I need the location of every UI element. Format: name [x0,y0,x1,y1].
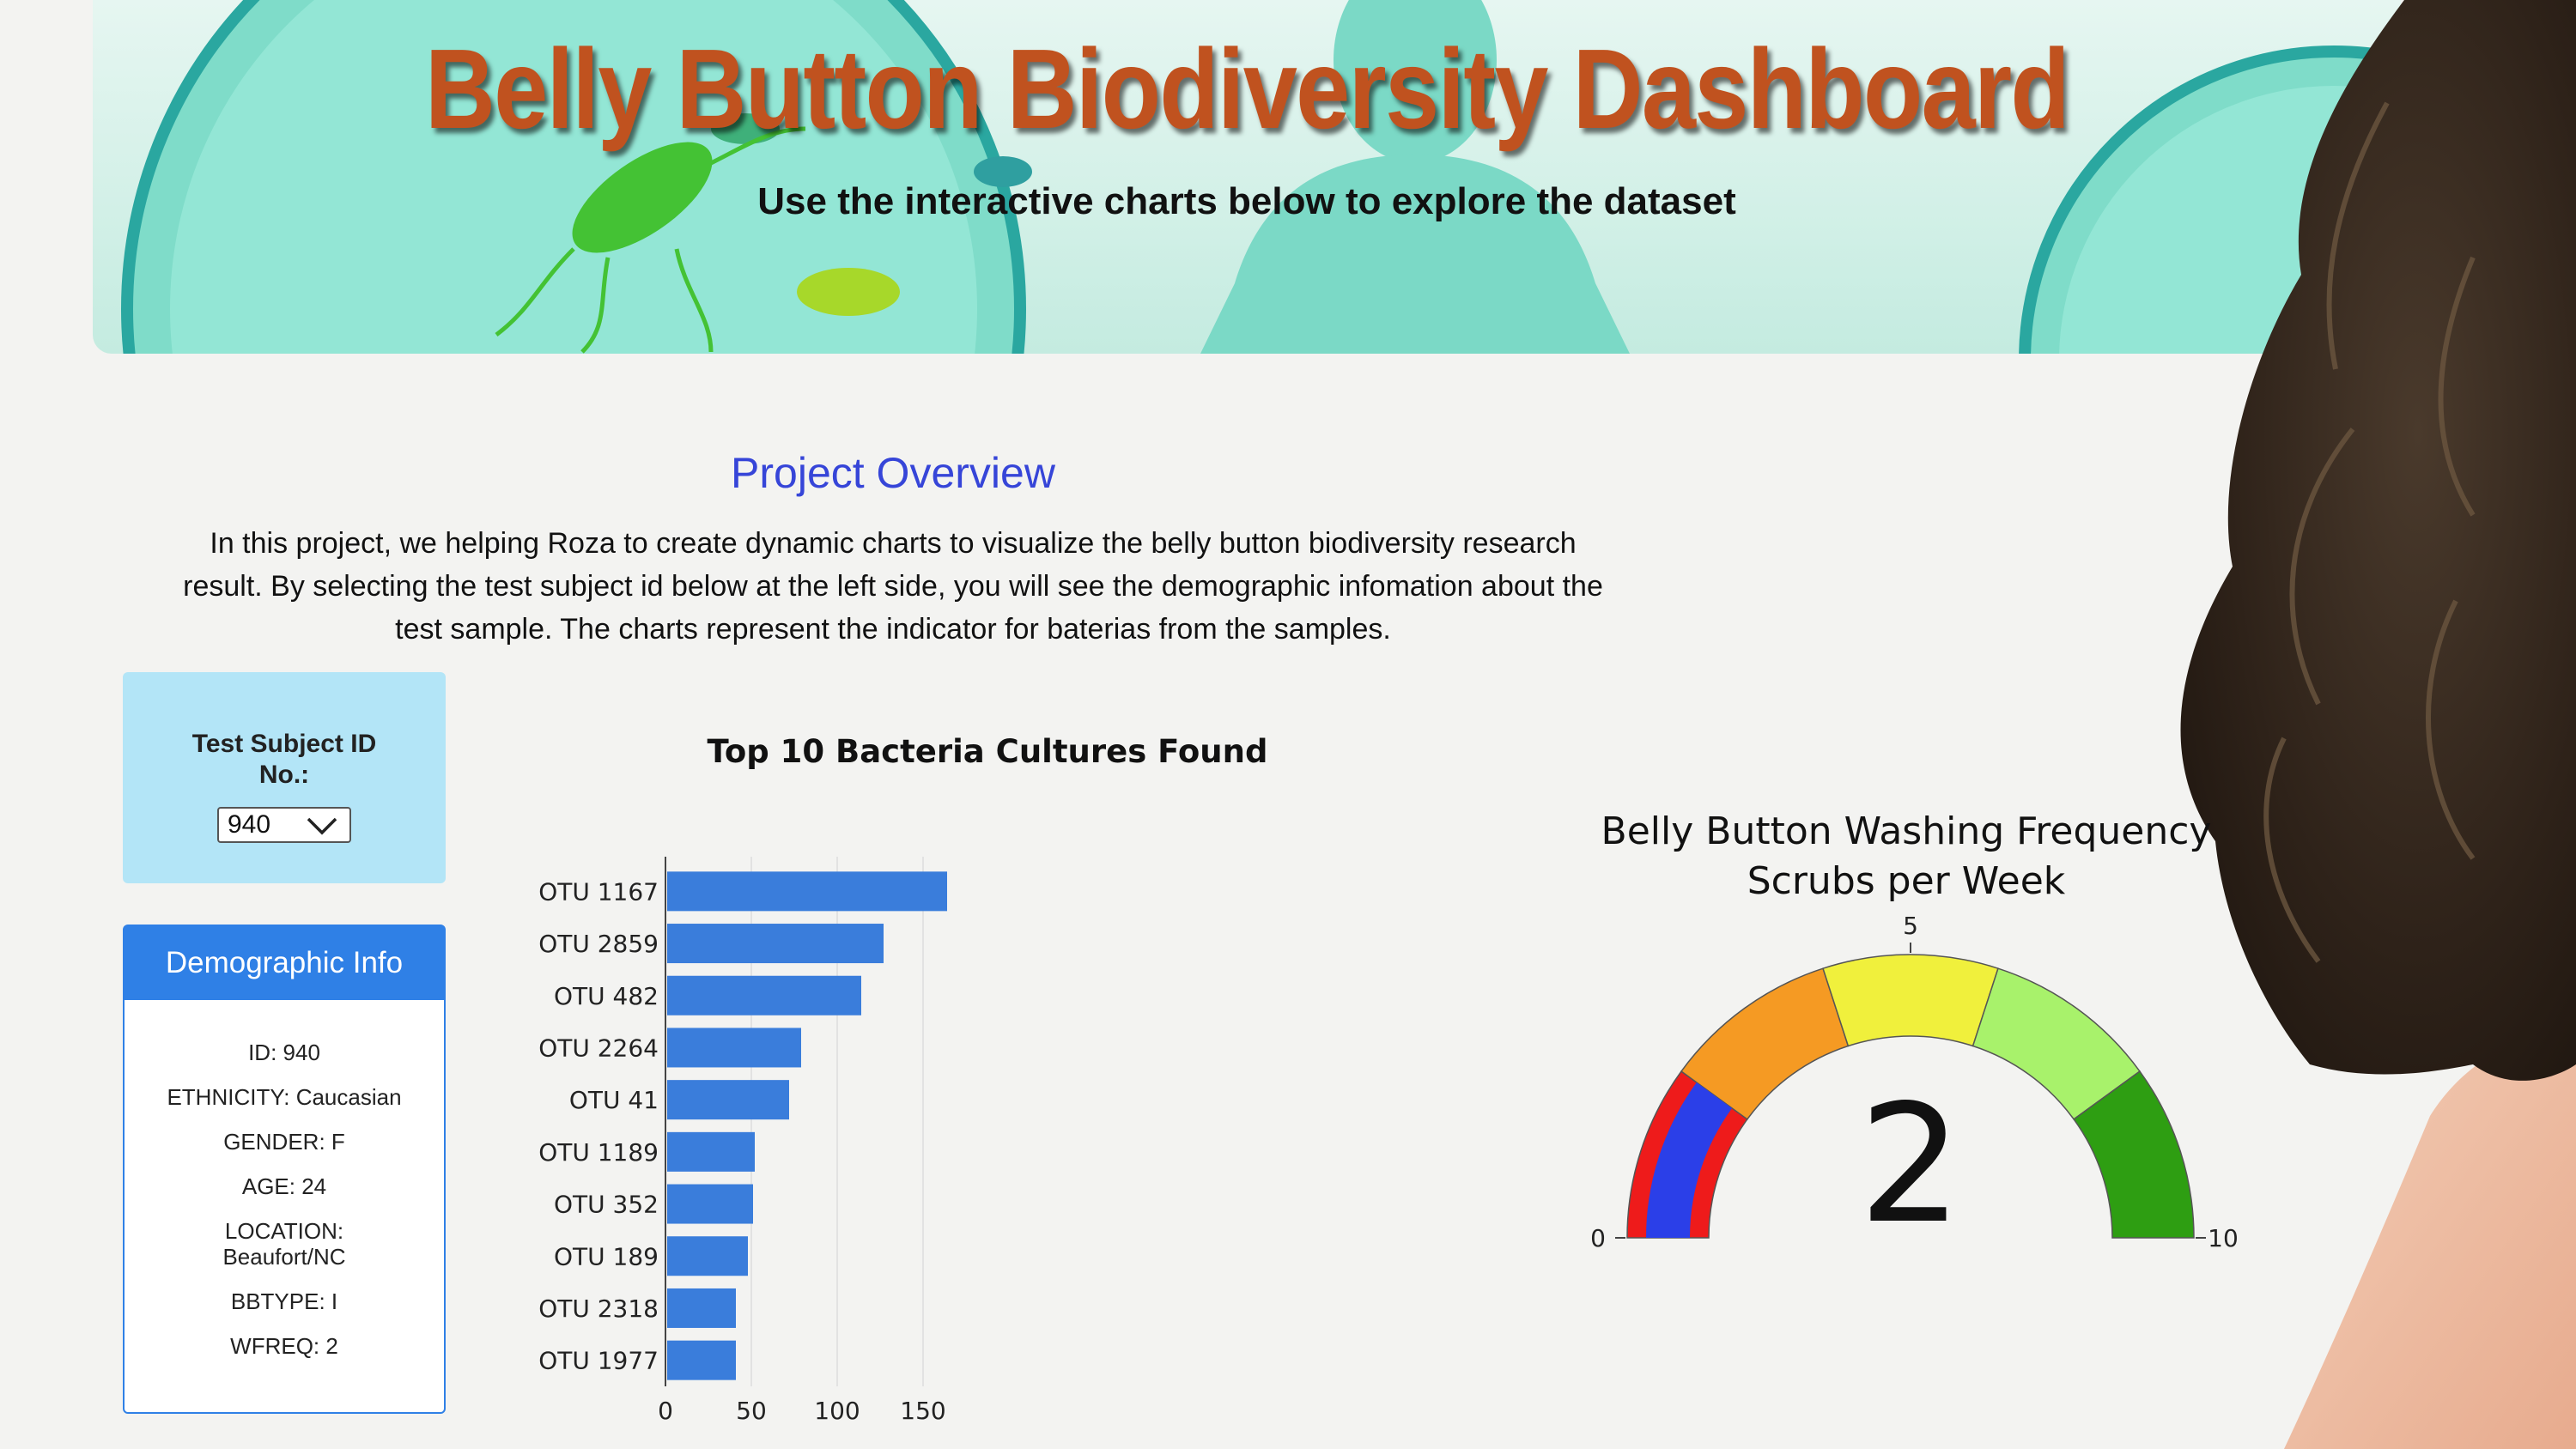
chevron-down-icon [307,817,337,835]
selector-label: Test Subject ID No.: [123,729,446,791]
bar-x-tick-label: 0 [658,1397,673,1425]
bar-chart-svg: 0 50 100 150 OTU 1167 OTU 2859 OTU 482 OTU 2264… [538,857,947,1425]
overview-text: In this project, we helping Roza to crea… [183,527,1603,646]
dashboard-subtitle: Use the interactive charts below to expl… [757,180,1736,222]
demo-age: AGE: 24 [241,1173,327,1199]
bar-otu-2264[interactable] [667,1028,801,1068]
demographic-info-card: Demographic Info ID: 940 ETHNICITY: Cauc… [123,925,446,1414]
gauge-title: Belly Button Washing Frequency Scrubs pe… [1571,807,2241,906]
demo-ethnicity: ETHNICITY: Caucasian [167,1084,402,1110]
gauge-tick-label: 0 [1590,1224,1606,1252]
bar-otu-2318[interactable] [667,1288,736,1328]
gauge-tick-label: 10 [2208,1224,2239,1252]
bar-category-label: OTU 2264 [538,1034,659,1062]
demo-location: LOCATION: Beaufort/NC [125,1218,444,1270]
bar-otu-1167[interactable] [667,871,947,912]
selector-label-line2: No.: [258,761,310,789]
demo-gender: GENDER: F [223,1129,345,1155]
bar-category-label: OTU 1189 [538,1138,659,1167]
gauge-title-line2: Scrubs per Week [1747,859,2066,903]
dashboard-title: Belly Button Biodiversity Dashboard [424,26,2070,152]
gauge-svg: 0 5 10 2 [1590,912,2239,1259]
bar-chart-title: Top 10 Bacteria Cultures Found [707,733,1268,770]
bar-x-tick-label: 100 [814,1397,860,1425]
bacteria-bar-chart: Top 10 Bacteria Cultures Found 0 50 100 150… [507,721,1331,1434]
washing-frequency-gauge: Belly Button Washing Frequency Scrubs pe… [1571,807,2275,1288]
gauge-tick-label: 5 [1903,912,1918,940]
bar-category-label: OTU 352 [554,1191,659,1219]
subject-id-selected: 940 [228,810,271,839]
bar-category-label: OTU 2859 [538,930,659,958]
bar-category-label: OTU 2318 [538,1294,659,1323]
hair-photo-decoration [2180,0,2576,1449]
bar-category-label: OTU 482 [554,982,659,1010]
bar-x-tick-label: 150 [900,1397,945,1425]
bar-category-label: OTU 41 [569,1086,659,1114]
demographic-info-title: Demographic Info [125,926,444,1000]
gauge-step-4 [2073,1070,2195,1239]
demo-wfreq: WFREQ: 2 [230,1333,338,1359]
demographic-info-body: ID: 940 ETHNICITY: Caucasian GENDER: F A… [125,1000,444,1359]
demo-location-value: Beaufort/NC [222,1244,346,1270]
overview-title: Project Overview [731,449,1055,497]
bar-category-label: OTU 1167 [538,877,659,906]
bar-otu-2859[interactable] [667,924,884,964]
bar-category-label: OTU 1977 [538,1347,659,1375]
bar-x-tick-label: 50 [736,1397,767,1425]
demo-bbtype: BBTYPE: I [230,1288,338,1314]
gauge-title-line1: Belly Button Washing Frequency [1601,809,2212,853]
subject-selector-panel: Test Subject ID No.: 940 [123,672,446,883]
subject-id-dropdown[interactable]: 940 [217,807,351,843]
bar-otu-1189[interactable] [667,1131,755,1172]
demo-id: ID: 940 [248,1040,320,1065]
bar-otu-1977[interactable] [667,1340,736,1380]
bar-otu-482[interactable] [667,975,861,1016]
selector-label-line1: Test Subject ID [191,730,377,758]
banner-background-art [121,0,2401,354]
demo-location-label: LOCATION: [224,1218,344,1244]
bar-category-label: OTU 189 [554,1242,659,1270]
gauge-value-label: 2 [1859,1070,1963,1259]
bar-otu-352[interactable] [667,1184,753,1224]
gauge-step-2 [1822,954,1999,1047]
bar-otu-41[interactable] [667,1080,789,1120]
header-banner: Belly Button Biodiversity Dashboard Use … [93,0,2401,354]
gauge-value-bar [1646,1082,1733,1238]
bar-otu-189[interactable] [667,1236,748,1276]
